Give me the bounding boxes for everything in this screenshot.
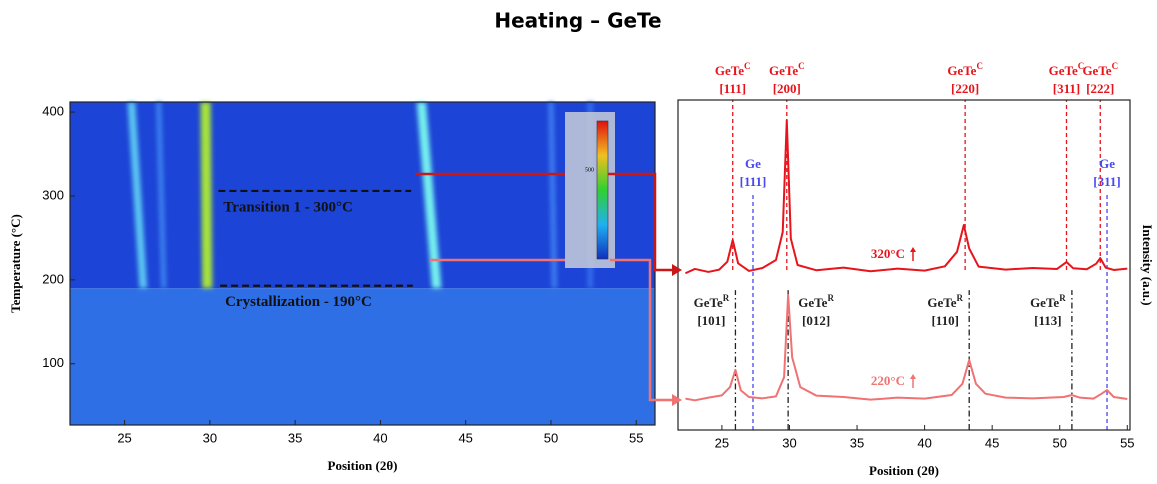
y-tick-label: 200	[42, 271, 64, 286]
x-tick-label: 50	[544, 430, 558, 445]
arrow-head	[672, 394, 682, 406]
series-arrow-head	[910, 374, 916, 379]
y-axis-title: Temperature (°C)	[8, 214, 23, 313]
peak-index: [200]	[773, 81, 801, 96]
peak-label: GeTeC	[715, 61, 751, 78]
x-tick-label: 40	[917, 435, 931, 450]
peak-label: GeTeR	[798, 293, 834, 310]
peak-index: [311]	[1053, 81, 1080, 96]
colorbar-label: 500	[585, 167, 594, 173]
series-label: 220°C	[871, 373, 905, 388]
xrd-pattern	[685, 119, 1128, 275]
peak-label: Ge	[1099, 156, 1115, 171]
peak-index: [111]	[719, 81, 746, 96]
heat-streak	[416, 102, 442, 289]
x-tick-label: 45	[985, 435, 999, 450]
peak-name: GeTe	[798, 295, 827, 310]
x-axis-title: Position (2θ)	[328, 458, 398, 473]
peak-index: [222]	[1086, 81, 1114, 96]
peak-sup: R	[723, 293, 730, 303]
x-tick-label: 25	[117, 430, 131, 445]
peak-label: GeTeC	[769, 61, 805, 78]
peak-sup: R	[827, 293, 834, 303]
x-tick-label: 30	[203, 430, 217, 445]
series-arrow-head	[910, 247, 916, 252]
peak-name: GeTe	[947, 63, 976, 78]
heatmap-panel: Transition 1 - 300°C Crystallization - 19…	[8, 101, 656, 473]
y-tick-label: 100	[42, 355, 64, 370]
peak-name: Ge	[1099, 156, 1115, 171]
y-axis-title: Intensity (a.u.)	[1140, 224, 1155, 305]
peak-index: [012]	[802, 313, 830, 328]
peak-index: [220]	[951, 81, 979, 96]
peak-label: GeTeR	[927, 293, 963, 310]
connector	[610, 258, 672, 402]
peak-index: [311]	[1093, 174, 1120, 189]
annotation-text: Transition 1 - 300°C	[223, 199, 352, 215]
heat-region	[70, 288, 655, 425]
y-tick-label: 300	[42, 187, 64, 202]
peak-name: GeTe	[694, 295, 723, 310]
peak-name: GeTe	[769, 63, 798, 78]
heat-streak	[156, 102, 167, 289]
heat-streak	[548, 102, 557, 289]
series-label: 320°C	[871, 246, 905, 261]
figure-title: Heating – GeTe	[494, 9, 661, 33]
peak-label: GeTeC	[947, 61, 983, 78]
peak-index: [113]	[1034, 313, 1061, 328]
peak-sup: C	[976, 61, 983, 71]
x-tick-label: 55	[1120, 435, 1134, 450]
peak-sup: C	[744, 61, 751, 71]
peak-name: GeTe	[927, 295, 956, 310]
y-tick-label: 400	[42, 104, 64, 119]
peak-label: GeTeR	[694, 293, 730, 310]
peak-sup: C	[1112, 61, 1119, 71]
peak-name: Ge	[745, 156, 761, 171]
peak-sup: C	[1078, 61, 1085, 71]
peak-name: GeTe	[1049, 63, 1078, 78]
x-tick-label: 35	[850, 435, 864, 450]
peak-index: [111]	[740, 174, 767, 189]
peak-label: Ge	[745, 156, 761, 171]
peak-index: [101]	[697, 313, 725, 328]
peak-sup: R	[1059, 293, 1066, 303]
x-tick-label: 30	[782, 435, 796, 450]
x-tick-label: 50	[1052, 435, 1066, 450]
x-tick-label: 45	[458, 430, 472, 445]
connectors	[415, 172, 682, 406]
x-tick-label: 55	[629, 430, 643, 445]
heat-streak	[127, 102, 148, 289]
x-tick-label: 35	[288, 430, 302, 445]
xrd-pattern	[685, 294, 1128, 402]
connector	[608, 172, 672, 272]
peak-index: [110]	[931, 313, 958, 328]
xrd-panel: GeTeC[111]GeTeC[200]GeTeC[220]GeTeC[311]…	[677, 61, 1155, 478]
heat-streak	[200, 102, 213, 289]
peak-sup: R	[957, 293, 964, 303]
peak-label: GeTeC	[1082, 61, 1118, 78]
peak-label: GeTeR	[1030, 293, 1066, 310]
arrow-head	[672, 264, 682, 276]
peak-label: GeTeC	[1049, 61, 1085, 78]
x-axis-title: Position (2θ)	[869, 463, 939, 478]
peak-name: GeTe	[1082, 63, 1111, 78]
annotation-text: Crystallization - 190°C	[225, 294, 372, 310]
heat-region	[70, 102, 655, 289]
peak-name: GeTe	[715, 63, 744, 78]
peak-name: GeTe	[1030, 295, 1059, 310]
plot-frame	[677, 99, 1131, 431]
colorbar	[596, 120, 609, 260]
peak-sup: C	[798, 61, 805, 71]
x-tick-label: 25	[715, 435, 729, 450]
x-tick-label: 40	[373, 430, 387, 445]
